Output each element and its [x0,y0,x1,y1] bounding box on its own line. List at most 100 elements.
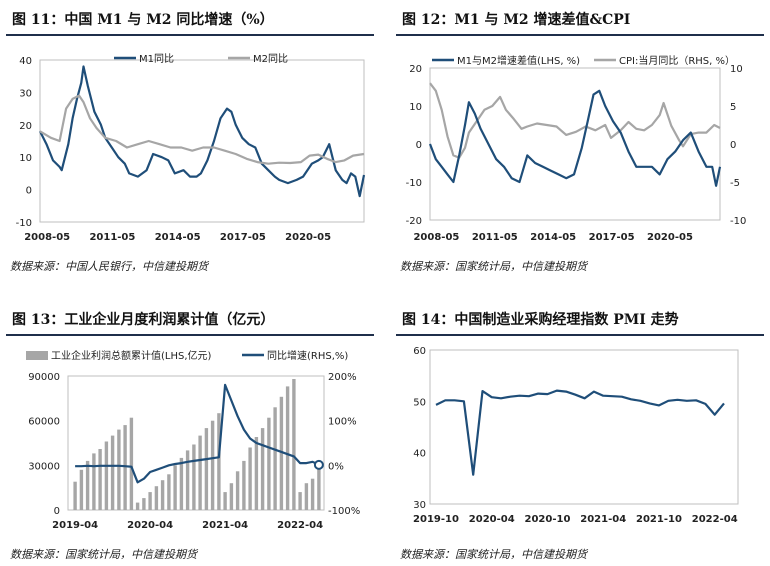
x-tick-label: 2020-04 [469,514,515,525]
x-tick-label: 2020-05 [285,232,331,243]
bar [292,379,296,510]
series-line [39,65,366,198]
plot-frame [39,59,365,223]
bar [267,417,271,510]
legend-label: 同比增速(RHS,%) [267,349,348,362]
bar [304,483,309,510]
bar [210,420,215,510]
bar [260,428,265,510]
bar [235,471,240,510]
y-tick-label: 50 [413,397,426,408]
y-tick-label: 40 [19,56,32,67]
legend-label: M1与M2增速差值(LHS, %) [457,54,580,67]
bar [185,450,190,510]
bar [179,457,184,510]
series-line [429,82,721,159]
y-tick-label: 90000 [28,372,60,383]
source-note: 数据来源：中国人民银行，中信建投期货 [10,260,208,273]
x-tick-label: 2020-10 [525,514,571,525]
x-tick-label: 2021-04 [202,520,248,531]
y-tick-label: 10 [730,64,743,75]
y-tick-label: 0 [26,186,32,197]
x-tick-label: 2020-04 [127,520,173,531]
bar [160,480,165,510]
y-tick-label: 30 [19,88,32,99]
x-tick-label: 2014-05 [530,232,576,243]
bar [173,465,177,510]
y-tick-label: 10 [19,153,32,164]
bar [223,492,227,510]
bar [273,407,277,510]
bar [242,460,246,510]
y-tick-label: 40 [413,449,426,460]
source-note: 数据来源：国家统计局，中信建投期货 [10,548,197,561]
x-tick-label: 2014-05 [155,232,201,243]
bar [85,460,90,510]
series-line [75,383,320,484]
panel-pmi: 图 14：中国制造业采购经理指数 PMI 走势 60 50 40 30 2019-10 2… [396,306,764,564]
y-tick-label: -20 [406,216,422,227]
bar [167,474,171,510]
y-tick-label: -10 [730,216,746,227]
bar [298,492,302,510]
x-tick-label: 2019-10 [413,514,459,525]
bar [73,481,77,510]
series-line [428,89,722,187]
y-tick-label: 0 [416,140,422,151]
bar [229,483,234,510]
series-line [435,389,725,476]
title-divider [396,34,764,36]
x-tick-label: 2008-05 [24,232,70,243]
bar [192,444,196,510]
bar [129,417,134,510]
bar [279,396,284,510]
panel-title: 图 13：工业企业月度利润累计值（亿元） [12,312,275,328]
y-tick-label: 200% [328,372,357,383]
series-line [39,94,365,165]
y-tick-label: 60000 [28,417,60,428]
legend-label: 工业企业利润总额累计值(LHS,亿元) [51,349,212,362]
bar [254,437,259,510]
y-tick-label: 100% [328,417,357,428]
last-point-marker [313,459,324,470]
panel-m1m2-cpi: 图 12：M1 与 M2 增速差值&CPI 20 10 0 -10 -20 10 5 0 -5 -… [396,6,764,276]
bar [135,502,140,510]
plot-frame [429,67,721,221]
bar [123,425,127,510]
y-tick-label: -100% [328,506,360,517]
chart-m1-m2: 40 30 20 10 0 -10 2008-05 2011-05 2014-05 2017-05… [16,53,366,243]
y-tick-label: 0% [328,461,344,472]
bar [310,478,315,510]
y-tick-label: 0 [730,140,736,151]
y-tick-label: 30000 [28,461,60,472]
panel-industrial-profit: 图 13：工业企业月度利润累计值（亿元） 90000 60000 30000 0 200… [6,306,374,564]
panel-title: 图 12：M1 与 M2 增速差值&CPI [402,12,631,28]
title-divider [6,334,374,336]
y-tick-label: 30 [413,500,426,511]
x-tick-label: 2022-04 [692,514,738,525]
x-tick-label: 2019-04 [52,520,98,531]
bar [98,449,102,510]
bar [117,429,121,510]
bar [110,435,115,510]
bar [248,447,252,510]
x-tick-label: 2011-05 [89,232,135,243]
bar [154,486,159,510]
y-tick-label: 60 [413,346,426,357]
title-divider [6,34,374,36]
legend-label: CPI:当月同比（RHS, %） [619,54,735,67]
chart-industrial-profit: 90000 60000 30000 0 200% 100% 0% -100% 2019-04 20… [26,349,360,531]
y-tick-label: 20 [409,64,422,75]
y-tick-label: -10 [16,218,32,229]
bar [79,469,84,510]
bar [317,465,321,510]
bar [204,428,209,510]
bar [198,435,202,510]
legend-swatch [26,351,48,360]
bar [104,441,109,510]
x-tick-label: 2017-05 [220,232,266,243]
bar [217,413,221,510]
y-tick-label: 5 [730,102,736,113]
title-divider [396,334,764,336]
y-tick-label: 20 [19,121,32,132]
